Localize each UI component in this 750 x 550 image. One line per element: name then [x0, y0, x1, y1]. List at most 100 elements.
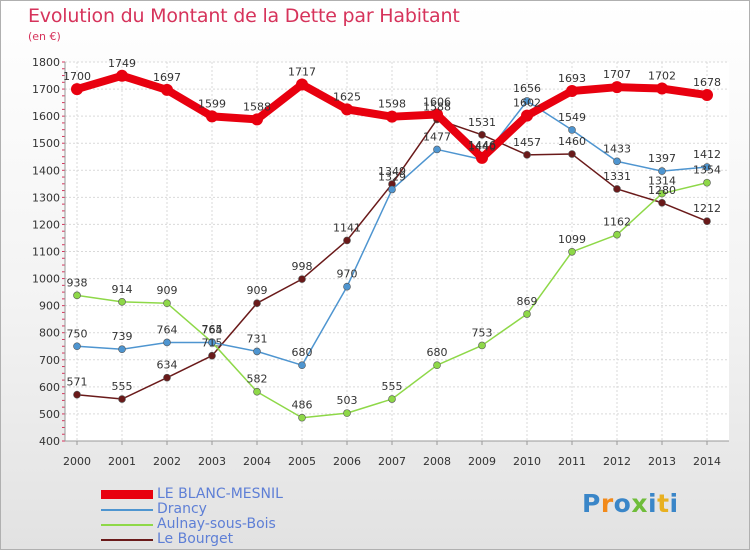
- data-label: 1440: [468, 140, 496, 153]
- data-label: 739: [112, 330, 133, 343]
- data-point: [478, 341, 486, 350]
- data-label: 1412: [693, 148, 721, 161]
- data-point: [116, 69, 128, 82]
- data-label: 555: [382, 380, 403, 393]
- y-tick-label: 1800: [32, 56, 60, 69]
- legend-swatch: [101, 538, 153, 541]
- data-label: 1162: [603, 216, 631, 229]
- data-point: [523, 310, 531, 318]
- y-tick-label: 800: [39, 327, 60, 340]
- logo-letter: i: [669, 489, 679, 518]
- data-point: [163, 299, 171, 308]
- data-label: 1602: [513, 97, 541, 110]
- data-point: [431, 108, 443, 121]
- data-label: 1749: [108, 57, 136, 70]
- legend-label: Aulnay-sous-Bois: [157, 516, 276, 532]
- data-label: 764: [202, 323, 223, 336]
- proxiti-logo: Proxiti: [582, 489, 679, 518]
- y-tick-label: 900: [39, 300, 60, 313]
- x-tick-label: 2000: [63, 455, 91, 468]
- data-label: 869: [517, 295, 538, 308]
- data-label: 970: [337, 268, 358, 281]
- data-label: 1397: [648, 152, 676, 165]
- data-label: 1697: [153, 71, 181, 84]
- x-tick-label: 2010: [513, 455, 541, 468]
- data-label: 1329: [378, 171, 406, 184]
- data-point: [568, 126, 576, 134]
- data-point: [433, 361, 441, 370]
- data-point: [568, 150, 576, 158]
- data-label: 1625: [333, 90, 361, 103]
- data-label: 1280: [648, 184, 676, 197]
- data-point: [118, 298, 126, 306]
- data-label: 1212: [693, 202, 721, 215]
- data-point: [298, 361, 306, 370]
- data-point: [658, 167, 666, 175]
- x-tick-label: 2008: [423, 455, 451, 468]
- y-tick-label: 700: [39, 354, 60, 367]
- data-label: 1678: [693, 76, 721, 89]
- logo-letter: o: [613, 489, 632, 518]
- data-label: 680: [292, 346, 313, 359]
- data-label: 1588: [243, 100, 271, 113]
- data-point: [433, 145, 441, 154]
- y-tick-label: 500: [39, 408, 60, 421]
- data-label: 503: [337, 394, 358, 407]
- data-point: [613, 157, 621, 166]
- data-label: 909: [157, 284, 178, 297]
- data-point: [478, 131, 486, 139]
- data-point: [703, 217, 711, 225]
- data-point: [71, 83, 83, 96]
- data-label: 571: [67, 376, 88, 389]
- data-label: 750: [67, 327, 88, 340]
- data-label: 1588: [423, 100, 451, 113]
- data-label: 1457: [513, 136, 541, 149]
- data-label: 731: [247, 332, 268, 345]
- x-tick-label: 2001: [108, 455, 136, 468]
- data-point: [343, 236, 351, 245]
- data-point: [613, 185, 621, 193]
- data-label: 1099: [558, 233, 586, 246]
- data-point: [613, 230, 621, 239]
- data-label: 582: [247, 373, 268, 386]
- x-tick-label: 2004: [243, 455, 271, 468]
- data-point: [73, 342, 81, 351]
- data-point: [161, 83, 173, 96]
- data-point: [703, 178, 711, 187]
- data-point: [701, 89, 713, 102]
- y-tick-label: 1000: [32, 273, 60, 286]
- data-point: [521, 109, 533, 122]
- data-point: [568, 247, 576, 256]
- data-point: [118, 395, 126, 403]
- logo-letter: i: [648, 489, 658, 518]
- data-label: 938: [67, 276, 88, 289]
- legend-item: Drancy: [101, 501, 301, 517]
- data-label: 1349: [378, 165, 406, 178]
- x-tick-label: 2013: [648, 455, 676, 468]
- data-label: 1477: [423, 130, 451, 143]
- data-point: [163, 338, 171, 347]
- data-label: 1446: [468, 139, 496, 152]
- legend-label: LE BLANC-MESNIL: [157, 486, 283, 502]
- data-point: [476, 151, 488, 164]
- data-label: 1433: [603, 142, 631, 155]
- legend: LE BLANC-MESNIL Drancy Aulnay-sous-Bois Le …: [101, 486, 301, 547]
- data-label: 1656: [513, 82, 541, 95]
- data-point: [163, 373, 171, 382]
- data-label: 1331: [603, 170, 631, 183]
- data-label: 1141: [333, 221, 361, 234]
- chart-title: Evolution du Montant de la Dette par Hab…: [28, 5, 460, 27]
- logo-letter: t: [657, 489, 670, 518]
- data-point: [298, 275, 306, 283]
- data-point: [251, 113, 263, 126]
- legend-item: Le Bourget: [101, 531, 301, 547]
- data-point: [253, 299, 261, 308]
- y-tick-label: 600: [39, 381, 60, 394]
- y-tick-label: 1400: [32, 164, 60, 177]
- data-label: 765: [202, 323, 223, 336]
- x-tick-label: 2014: [693, 455, 721, 468]
- data-label: 555: [112, 380, 133, 393]
- data-label: 998: [292, 260, 313, 273]
- legend-item: LE BLANC-MESNIL: [101, 486, 301, 502]
